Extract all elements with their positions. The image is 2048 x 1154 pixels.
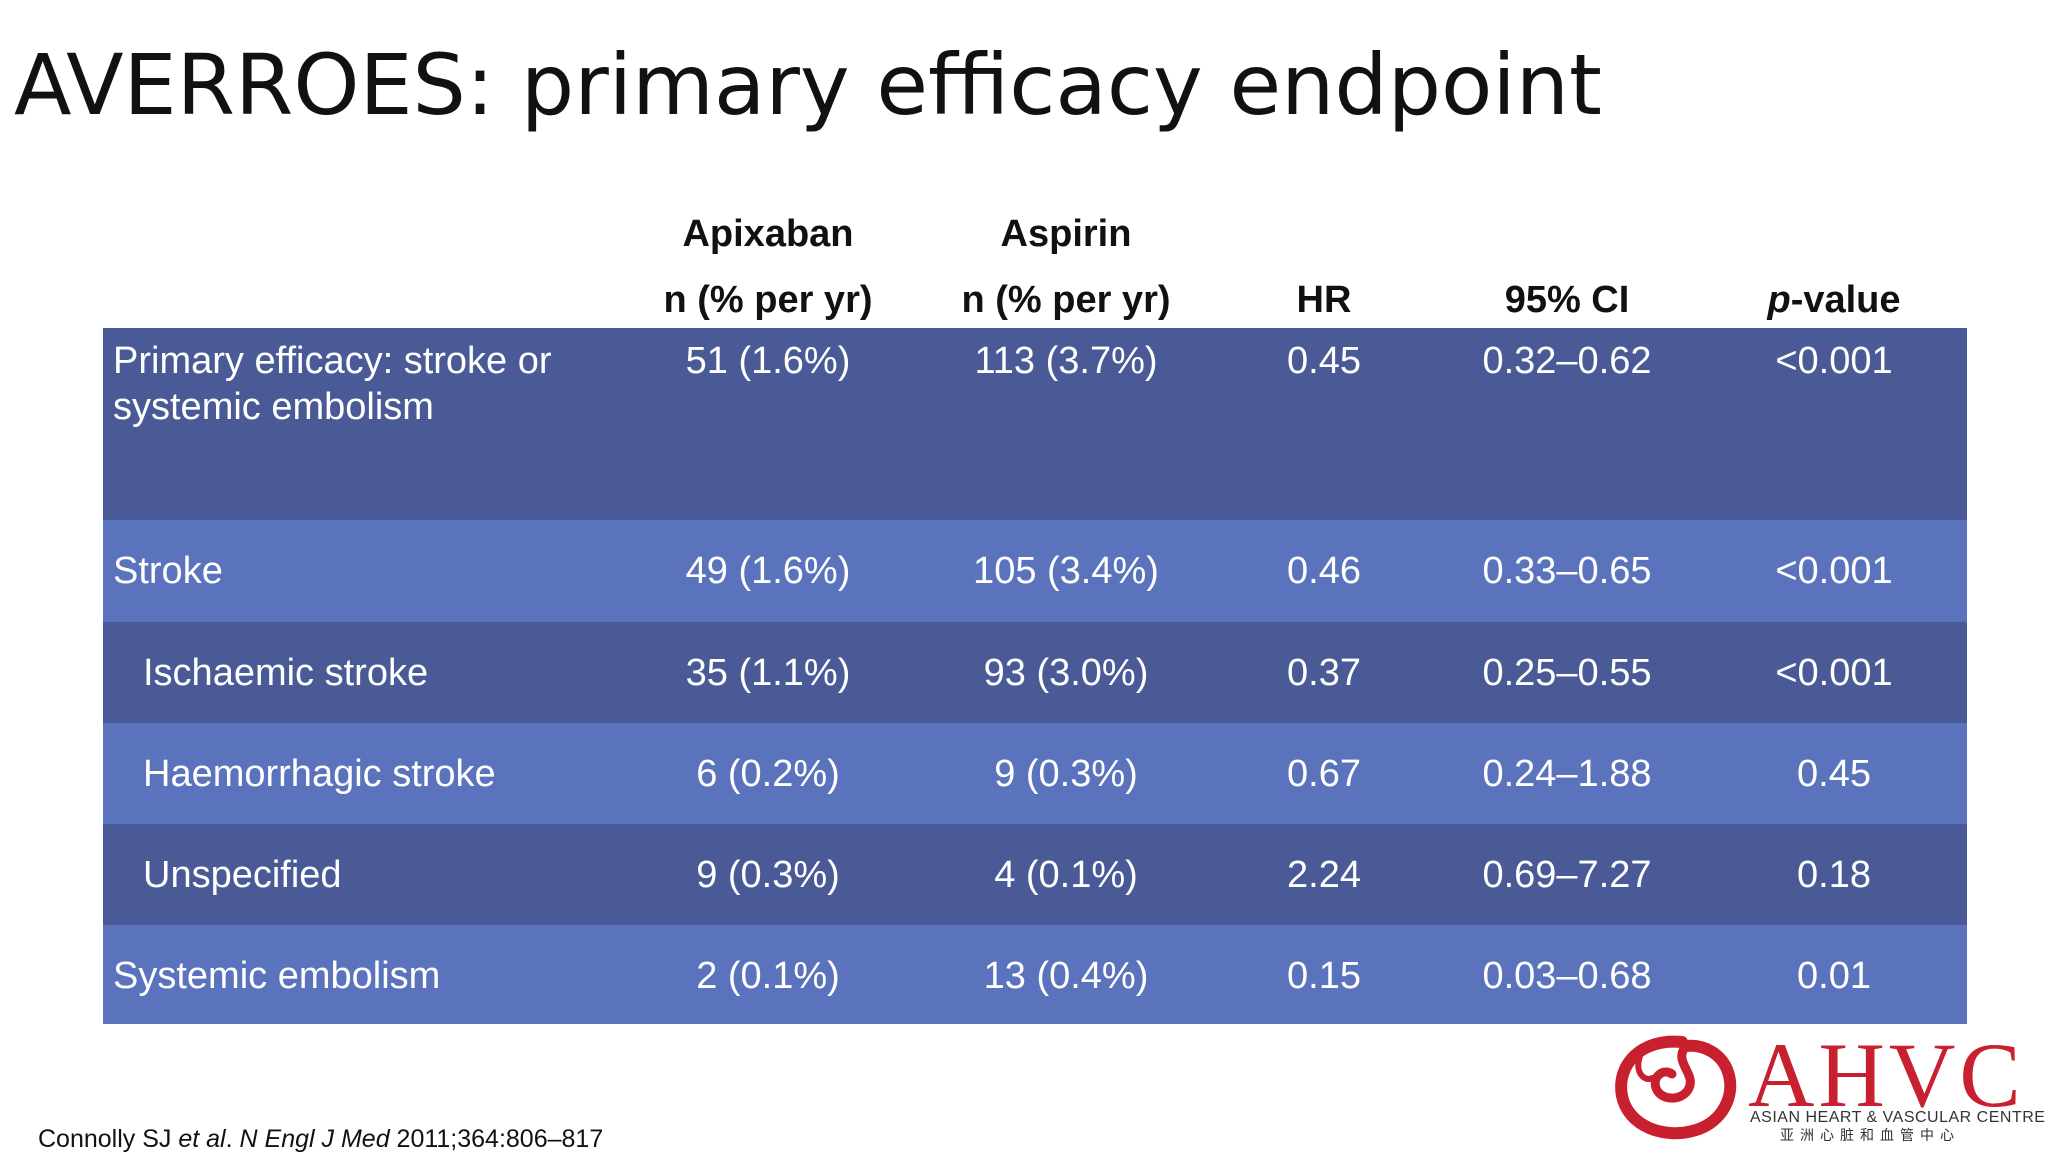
header-ci: 95% CI xyxy=(1504,279,1630,321)
cell-apixaban: 49 (1.6%) xyxy=(685,550,851,592)
cell-apixaban: 51 (1.6%) xyxy=(685,340,851,382)
cell-apixaban: 35 (1.1%) xyxy=(685,652,851,694)
row-label: Haemorrhagic stroke xyxy=(143,753,496,795)
row-label: Primary efficacy: stroke or systemic emb… xyxy=(113,340,552,428)
table-row: Stroke 49 (1.6%) 105 (3.4%) 0.46 0.33–0.… xyxy=(103,520,1967,622)
cell-pvalue: 0.45 xyxy=(1797,753,1871,795)
cell-hr: 2.24 xyxy=(1287,854,1361,896)
cell-ci: 0.33–0.65 xyxy=(1482,550,1652,592)
citation-dot: . xyxy=(225,1125,240,1153)
cell-hr: 0.37 xyxy=(1287,652,1361,694)
header-pvalue: p-value xyxy=(1734,278,1934,322)
citation-authors: Connolly SJ xyxy=(38,1125,179,1153)
cell-hr: 0.46 xyxy=(1287,550,1361,592)
cell-pvalue: <0.001 xyxy=(1775,340,1893,382)
row-label: Ischaemic stroke xyxy=(143,652,429,694)
header-aspirin-unit: n (% per yr) xyxy=(961,279,1171,321)
header-hr: HR xyxy=(1296,279,1352,321)
row-label: Systemic embolism xyxy=(113,955,441,997)
header-aspirin-name: Aspirin xyxy=(1000,213,1132,255)
citation-journal: N Engl J Med xyxy=(239,1125,390,1153)
cell-aspirin: 9 (0.3%) xyxy=(994,753,1138,795)
logo-chinese: 亚洲心脏和血管中心 xyxy=(1780,1128,1960,1144)
logo-name: AHVC xyxy=(1748,1024,2025,1126)
row-label: Stroke xyxy=(113,550,223,592)
table-row: Unspecified 9 (0.3%) 4 (0.1%) 2.24 0.69–… xyxy=(103,824,1967,925)
page-title: AVERROES: primary efficacy endpoint xyxy=(14,36,1602,134)
cell-aspirin: 113 (3.7%) xyxy=(974,340,1158,382)
cell-aspirin: 105 (3.4%) xyxy=(973,550,1159,592)
citation: Connolly SJ et al. N Engl J Med 2011;364… xyxy=(38,1124,603,1154)
cell-hr: 0.15 xyxy=(1287,955,1361,997)
cell-aspirin: 93 (3.0%) xyxy=(983,652,1149,694)
cell-ci: 0.69–7.27 xyxy=(1482,854,1652,896)
table-row: Haemorrhagic stroke 6 (0.2%) 9 (0.3%) 0.… xyxy=(103,723,1967,824)
cell-hr: 0.45 xyxy=(1287,340,1361,382)
ahvc-logo: AHVC ASIAN HEART & VASCULAR CENTRE 亚洲心脏和… xyxy=(1612,1024,2045,1148)
row-label: Unspecified xyxy=(143,854,342,896)
swirl-logo-icon xyxy=(1615,1035,1737,1140)
cell-pvalue: 0.01 xyxy=(1797,955,1871,997)
header-pvalue-italic: p xyxy=(1767,279,1791,321)
cell-pvalue: <0.001 xyxy=(1775,550,1893,592)
cell-pvalue: <0.001 xyxy=(1775,652,1893,694)
cell-ci: 0.25–0.55 xyxy=(1482,652,1652,694)
cell-ci: 0.03–0.68 xyxy=(1482,955,1652,997)
cell-apixaban: 9 (0.3%) xyxy=(696,854,840,896)
header-apixaban-name: Apixaban xyxy=(682,213,854,255)
cell-hr: 0.67 xyxy=(1287,753,1361,795)
header-pvalue-rest: -value xyxy=(1790,279,1901,321)
cell-aspirin: 13 (0.4%) xyxy=(983,955,1149,997)
table-row: Systemic embolism 2 (0.1%) 13 (0.4%) 0.1… xyxy=(103,925,1967,1024)
cell-pvalue: 0.18 xyxy=(1797,854,1871,896)
citation-etal: et al xyxy=(178,1125,226,1153)
cell-ci: 0.24–1.88 xyxy=(1482,753,1652,795)
cell-aspirin: 4 (0.1%) xyxy=(994,854,1138,896)
logo-subtitle: ASIAN HEART & VASCULAR CENTRE xyxy=(1750,1109,2046,1126)
header-apixaban-unit: n (% per yr) xyxy=(663,279,873,321)
cell-ci: 0.32–0.62 xyxy=(1482,340,1652,382)
table-row: Ischaemic stroke 35 (1.1%) 93 (3.0%) 0.3… xyxy=(103,622,1967,723)
citation-ref: 2011;364:806–817 xyxy=(389,1125,604,1153)
efficacy-table: Primary efficacy: stroke or systemic emb… xyxy=(103,328,1967,1024)
table-row: Primary efficacy: stroke or systemic emb… xyxy=(103,328,1967,520)
cell-apixaban: 2 (0.1%) xyxy=(696,955,840,997)
cell-apixaban: 6 (0.2%) xyxy=(696,753,840,795)
